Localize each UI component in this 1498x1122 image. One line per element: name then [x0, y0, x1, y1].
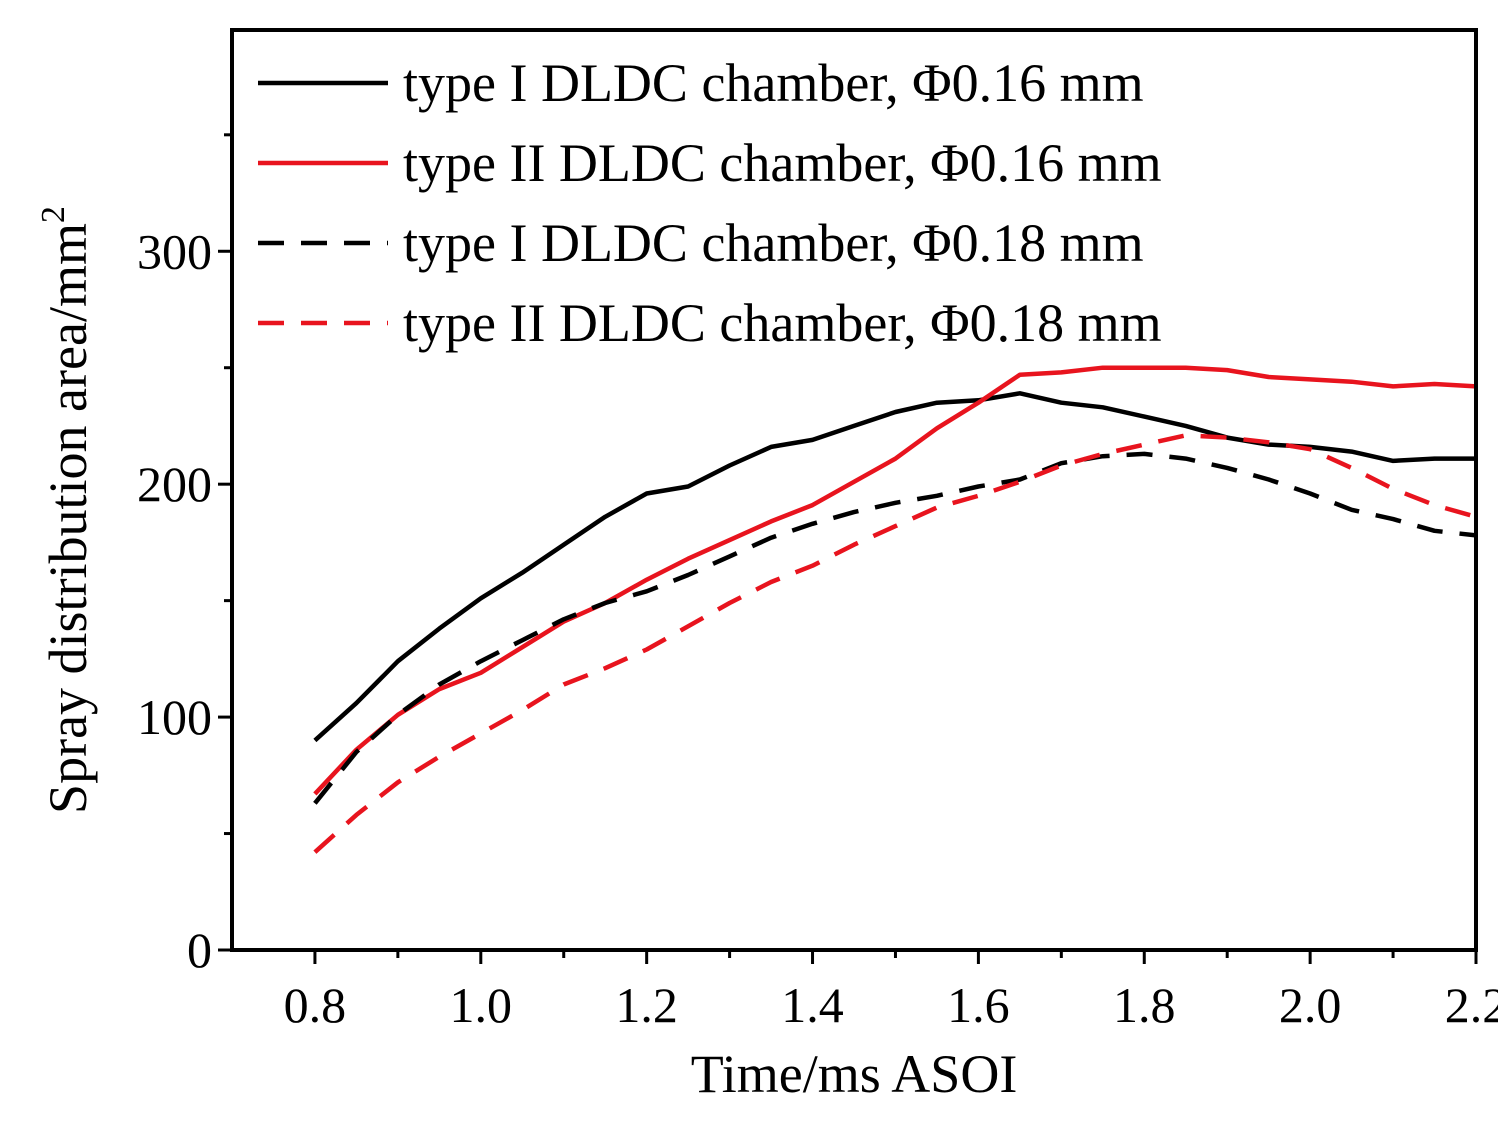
y-axis-title: Spray distribution area/mm2: [35, 206, 98, 814]
x-tick-label: 1.2: [615, 977, 678, 1033]
x-axis-title: Time/ms ASOI: [691, 1044, 1018, 1104]
y-axis-title-superscript: 2: [35, 206, 72, 223]
series-line-4: [313, 433, 1477, 854]
y-tick-label: 100: [137, 689, 212, 745]
axis-ticks: [218, 133, 1478, 964]
x-tick-label: 1.0: [450, 977, 513, 1033]
x-tick-label: 2.2: [1445, 977, 1498, 1033]
legend-label-3: type I DLDC chamber, Φ0.18 mm: [403, 213, 1144, 273]
series-line-2: [313, 365, 1477, 796]
legend-label-4: type II DLDC chamber, Φ0.18 mm: [403, 293, 1162, 353]
series-line-3: [313, 451, 1477, 805]
plot-lines: [313, 365, 1477, 854]
legend: type I DLDC chamber, Φ0.16 mm type II DLD…: [258, 53, 1162, 353]
y-tick-label: 300: [137, 223, 212, 279]
series-line-1: [313, 391, 1476, 743]
x-tick-label: 1.4: [781, 977, 844, 1033]
x-tick-label: 1.6: [947, 977, 1010, 1033]
axis-tick-labels: 0.8 1.0 1.2 1.4 1.6 1.8 2.0 2.2 0 100 200 300: [137, 223, 1498, 1033]
x-tick-label: 0.8: [284, 977, 347, 1033]
y-tick-label: 0: [187, 922, 212, 978]
y-tick-label: 200: [137, 456, 212, 512]
y-axis-title-text: Spray distribution area/mm: [38, 223, 98, 814]
x-tick-label: 1.8: [1113, 977, 1176, 1033]
legend-label-2: type II DLDC chamber, Φ0.16 mm: [403, 133, 1162, 193]
legend-label-1: type I DLDC chamber, Φ0.16 mm: [403, 53, 1144, 113]
plot-frame: [230, 28, 1478, 952]
x-tick-label: 2.0: [1279, 977, 1342, 1033]
